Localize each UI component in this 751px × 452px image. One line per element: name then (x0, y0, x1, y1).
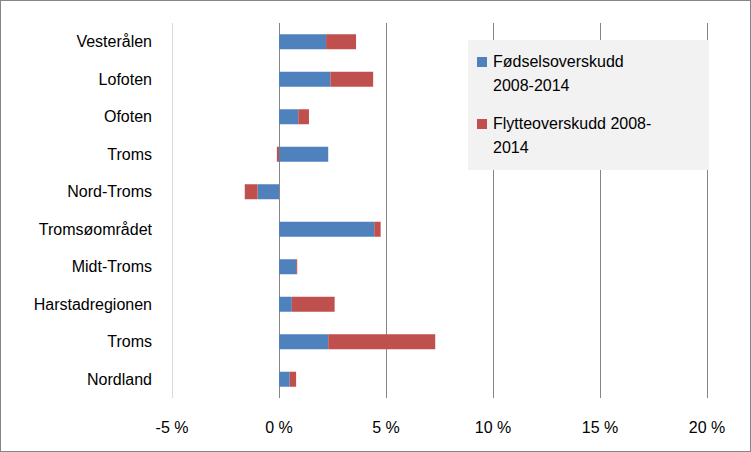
category-label: Troms (107, 146, 152, 163)
legend-label: Flytteoverskudd 2008-2014 (493, 115, 651, 156)
bar (279, 259, 296, 274)
category-label: Ofoten (104, 108, 152, 125)
bar (279, 334, 328, 349)
bar (374, 222, 380, 237)
bar (277, 147, 279, 162)
range-edge (172, 23, 173, 398)
category-label: Midt-Troms (72, 258, 152, 275)
grid-line (172, 23, 173, 398)
bar (279, 222, 374, 237)
chart-frame (1, 1, 751, 452)
bar (258, 184, 279, 199)
bar (279, 34, 326, 49)
tick-label: 15 % (582, 419, 618, 436)
bar (328, 334, 435, 349)
bar (290, 372, 296, 387)
tick-label: 10 % (475, 419, 511, 436)
bar (296, 259, 297, 274)
tick-label: 0 % (265, 419, 293, 436)
category-label: Nordland (87, 371, 152, 388)
bar (279, 72, 330, 87)
category-label: Nord-Troms (67, 183, 152, 200)
tick-label: -5 % (156, 419, 189, 436)
bar (279, 372, 290, 387)
legend-label: Fødselsoverskudd 2008-2014 (493, 53, 628, 94)
legend-swatch (477, 57, 487, 67)
bars (245, 34, 435, 387)
category-label: Tromsøområdet (39, 221, 153, 238)
bar (330, 72, 373, 87)
chart: -5 % 0 % 5 % 10 % 15 % 20 % Vesterålen Lofoten O… (0, 0, 751, 452)
tick-label: 5 % (372, 419, 400, 436)
bar (245, 184, 258, 199)
legend-swatch (477, 119, 487, 129)
category-label: Troms (107, 333, 152, 350)
category-label: Vesterålen (76, 33, 152, 50)
bar (279, 297, 292, 312)
category-label: Lofoten (99, 71, 152, 88)
bar (279, 147, 328, 162)
bar (292, 297, 335, 312)
bar (298, 109, 309, 124)
category-label: Harstadregionen (34, 296, 152, 313)
tick-label: 20 % (689, 419, 725, 436)
bar (279, 109, 298, 124)
legend (468, 40, 709, 170)
bar (326, 34, 356, 49)
